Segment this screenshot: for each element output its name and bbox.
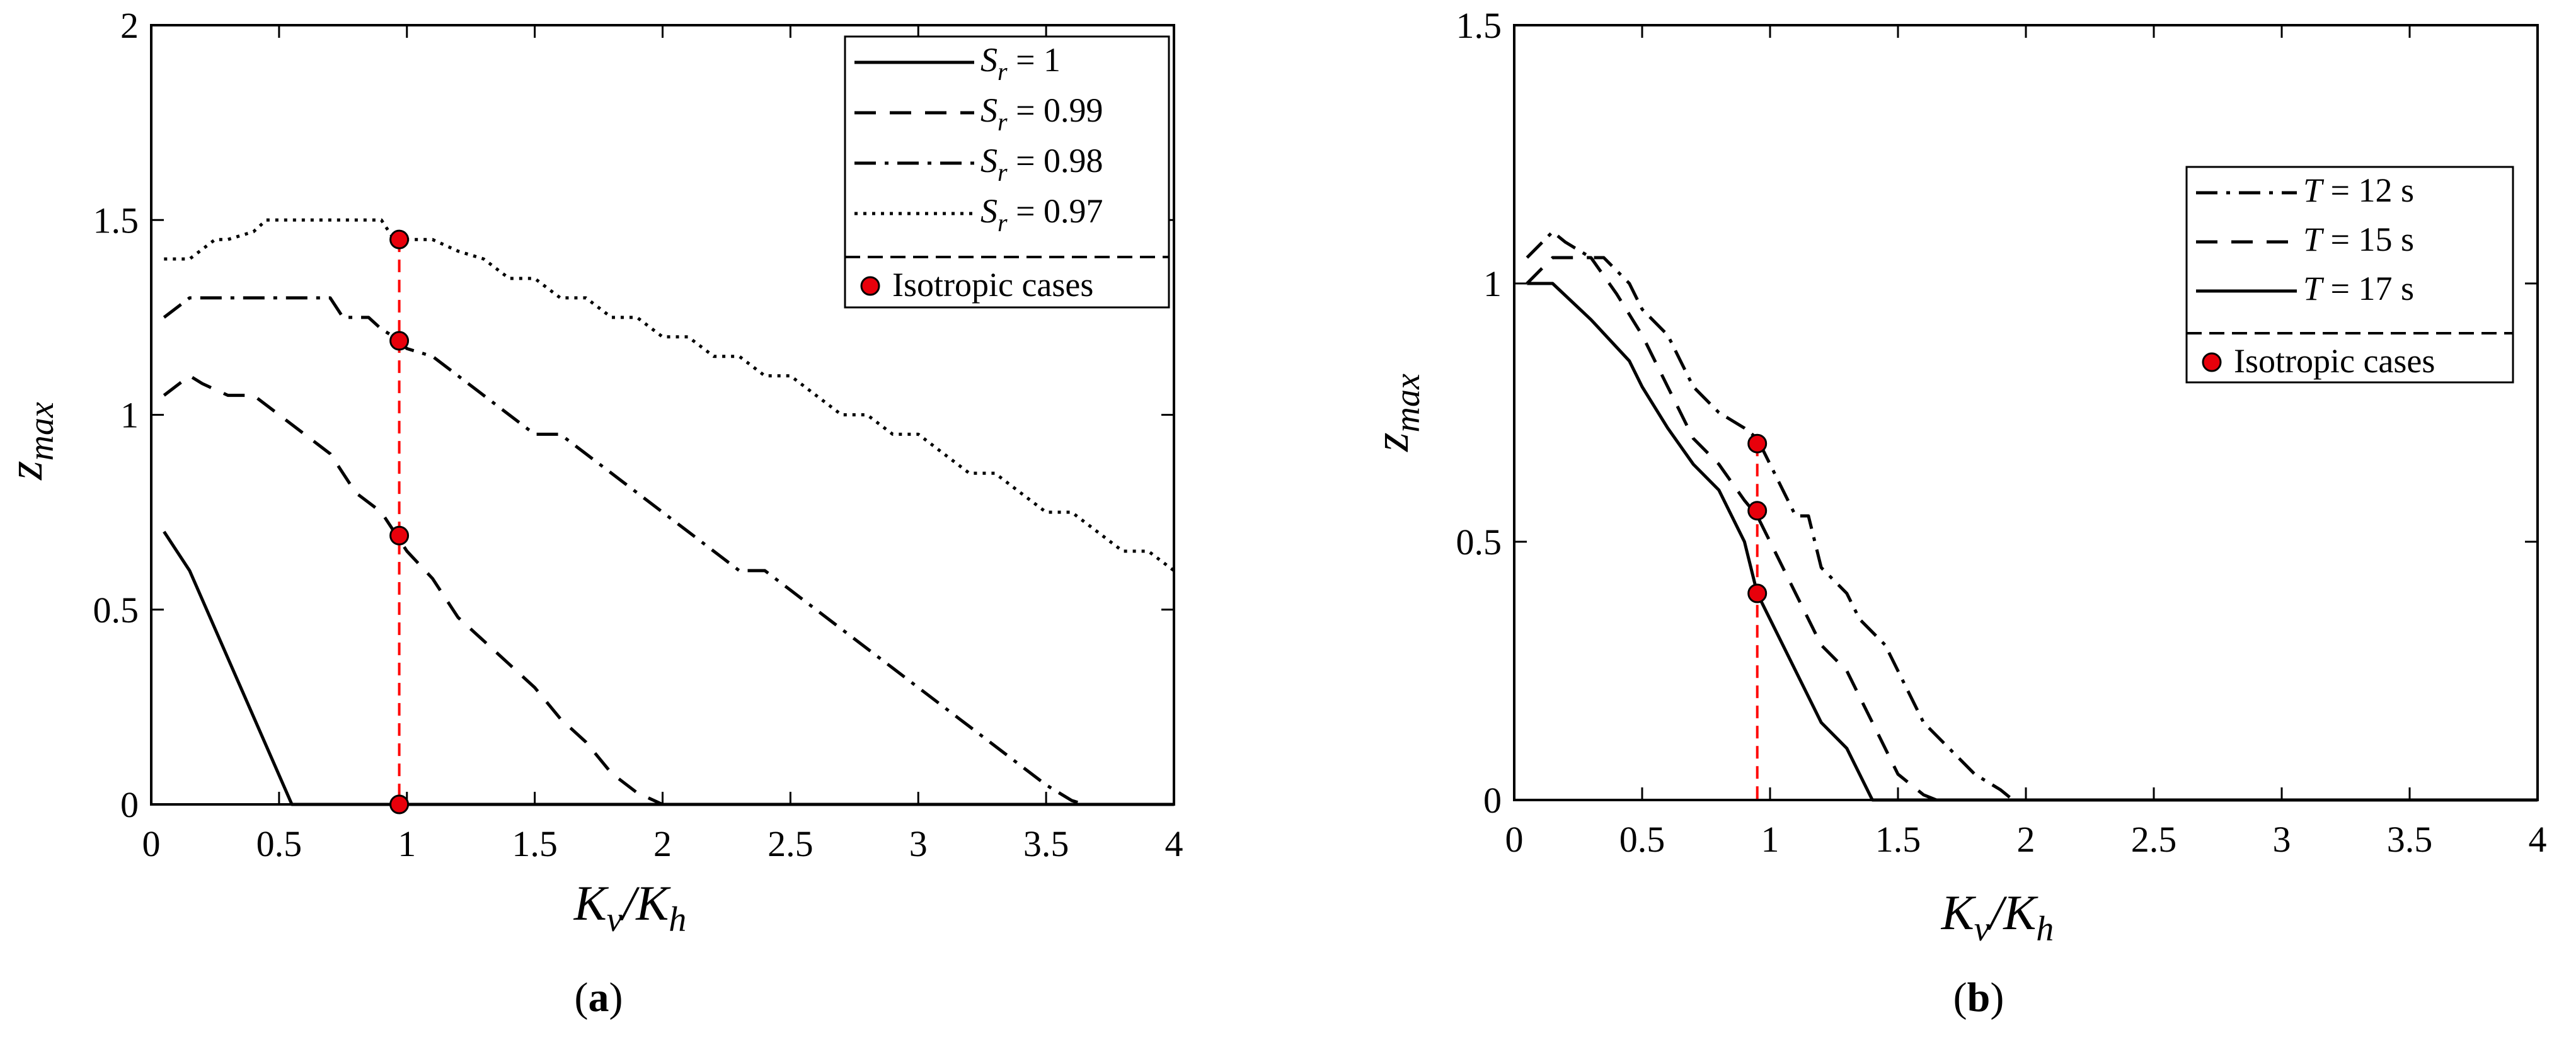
series-line-a-3 bbox=[164, 218, 1175, 572]
isotropic-group-b bbox=[1747, 433, 1768, 800]
y-tick-label-a-2: 1 bbox=[120, 395, 139, 436]
isotropic-point-b-1 bbox=[1747, 501, 1768, 521]
x-tick-label-b-0: 0 bbox=[1505, 819, 1524, 860]
legend-isotropic-label-a: Isotropic cases bbox=[892, 266, 1093, 304]
legend-label-b-0: T = 12 s bbox=[2303, 171, 2414, 209]
legend-isotropic-marker-b bbox=[2202, 352, 2222, 372]
isotropic-point-a-3 bbox=[389, 794, 410, 814]
series-line-a-2 bbox=[163, 296, 1174, 806]
y-tick-label-a-4: 2 bbox=[120, 5, 139, 46]
panel-a: 0 0.5 1 1.5 2 2.5 3 3.5 4 0 0.5 1 1.5 2 zmax Kv/Kh (a… bbox=[0, 5, 1183, 1020]
x-tick-label-b-5: 2.5 bbox=[2131, 819, 2177, 860]
y-tick-label-b-2: 1 bbox=[1483, 263, 1502, 304]
legend-box-b bbox=[2185, 166, 2514, 384]
isotropic-point-a-2 bbox=[389, 525, 410, 546]
y-tick-label-a-3: 1.5 bbox=[93, 200, 139, 241]
x-tick-label-b-3: 1.5 bbox=[1875, 819, 1921, 860]
legend-label-a-0: Sr = 1 bbox=[980, 41, 1061, 86]
y-tick-label-b-1: 0.5 bbox=[1456, 522, 1502, 563]
x-tick-label-b-7: 3.5 bbox=[2387, 819, 2433, 860]
legend-b: T = 12 s T = 15 s T = 17 s Isotropic cases bbox=[2185, 166, 2514, 384]
plot-frame-b bbox=[1513, 24, 2539, 801]
series-line-b-1 bbox=[1526, 256, 2538, 802]
legend-label-a-1: Sr = 0.99 bbox=[980, 91, 1103, 136]
isotropic-point-a-0 bbox=[389, 229, 410, 249]
legend-a: Sr = 1 Sr = 0.99 Sr = 0.98 Sr = 0.97 Isotrop… bbox=[844, 35, 1170, 309]
x-tick-label-a-4: 2 bbox=[653, 823, 672, 864]
series-line-a-0 bbox=[163, 530, 1174, 806]
legend-isotropic-label-b: Isotropic cases bbox=[2234, 342, 2435, 380]
legend-label-b-2: T = 17 s bbox=[2303, 270, 2414, 307]
x-tick-label-a-8: 4 bbox=[1165, 823, 1183, 864]
x-tick-label-b-8: 4 bbox=[2529, 819, 2547, 860]
x-tick-label-a-3: 1.5 bbox=[512, 823, 558, 864]
x-tick-label-a-7: 3.5 bbox=[1023, 823, 1069, 864]
x-tick-label-a-5: 2.5 bbox=[768, 823, 814, 864]
y-tick-label-a-0: 0 bbox=[120, 784, 139, 825]
axis-ticks-b: 0 0.5 1 1.5 2 2.5 3 3.5 4 0 0.5 1 1.5 bbox=[1456, 5, 2547, 860]
y-tick-label-b-3: 1.5 bbox=[1456, 5, 1502, 46]
y-tick-label-a-1: 0.5 bbox=[93, 590, 139, 631]
series-line-b-2 bbox=[1527, 282, 2538, 802]
panel-letter-a: a bbox=[589, 974, 609, 1020]
isotropic-point-b-0 bbox=[1747, 433, 1768, 454]
x-tick-label-a-2: 1 bbox=[398, 823, 416, 864]
x-axis-label-b: Kv/Kh bbox=[1941, 885, 2054, 949]
legend-label-a-3: Sr = 0.97 bbox=[980, 192, 1103, 237]
x-tick-label-b-2: 1 bbox=[1761, 819, 1780, 860]
x-tick-label-b-6: 3 bbox=[2273, 819, 2291, 860]
panel-caption-a: (a) bbox=[575, 974, 623, 1020]
series-line-b-0 bbox=[1526, 230, 2538, 802]
legend-label-a-2: Sr = 0.98 bbox=[980, 142, 1103, 186]
legend-box-a bbox=[844, 35, 1170, 309]
y-tick-label-b-0: 0 bbox=[1483, 780, 1502, 821]
x-tick-label-a-0: 0 bbox=[142, 823, 161, 864]
isotropic-group-a bbox=[389, 229, 410, 814]
isotropic-point-b-2 bbox=[1747, 583, 1768, 603]
axis-ticks-a: 0 0.5 1 1.5 2 2.5 3 3.5 4 0 0.5 1 1.5 2 bbox=[93, 5, 1183, 864]
legend-label-b-1: T = 15 s bbox=[2303, 220, 2414, 258]
x-tick-label-b-4: 2 bbox=[2017, 819, 2035, 860]
legend-isotropic-marker-a bbox=[860, 276, 880, 296]
series-group-b bbox=[1526, 230, 2538, 802]
isotropic-point-a-1 bbox=[389, 331, 410, 351]
x-tick-label-a-1: 0.5 bbox=[256, 823, 302, 864]
series-group-a bbox=[163, 218, 1175, 806]
x-tick-label-b-1: 0.5 bbox=[1619, 819, 1665, 860]
panel-caption-b: (b) bbox=[1953, 974, 2004, 1020]
y-axis-label-a: zmax bbox=[0, 402, 61, 481]
y-axis-label-b: zmax bbox=[1364, 374, 1427, 452]
panel-letter-b: b bbox=[1967, 974, 1991, 1020]
x-tick-label-a-6: 3 bbox=[909, 823, 928, 864]
series-line-a-1 bbox=[163, 374, 1174, 806]
x-axis-label-a: Kv/Kh bbox=[573, 876, 687, 939]
panel-b: 0 0.5 1 1.5 2 2.5 3 3.5 4 0 0.5 1 1.5 zmax Kv/Kh (b)… bbox=[1364, 5, 2547, 1020]
